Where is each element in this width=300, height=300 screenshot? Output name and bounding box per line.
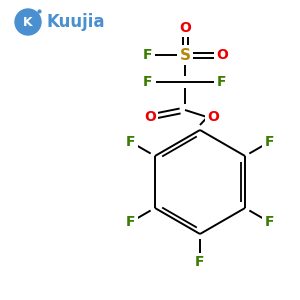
Text: F: F — [143, 48, 153, 62]
Text: F: F — [126, 215, 136, 229]
Text: O: O — [144, 110, 156, 124]
Text: F: F — [195, 255, 205, 269]
Text: F: F — [265, 215, 274, 229]
Circle shape — [15, 9, 41, 35]
Text: F: F — [217, 75, 227, 89]
Text: Kuujia: Kuujia — [46, 13, 104, 31]
Text: O: O — [207, 110, 219, 124]
Text: O: O — [216, 48, 228, 62]
Text: K: K — [23, 16, 33, 28]
Text: F: F — [143, 75, 153, 89]
Text: F: F — [265, 135, 274, 149]
Text: S: S — [179, 47, 191, 62]
Text: O: O — [179, 21, 191, 35]
Text: F: F — [126, 135, 136, 149]
